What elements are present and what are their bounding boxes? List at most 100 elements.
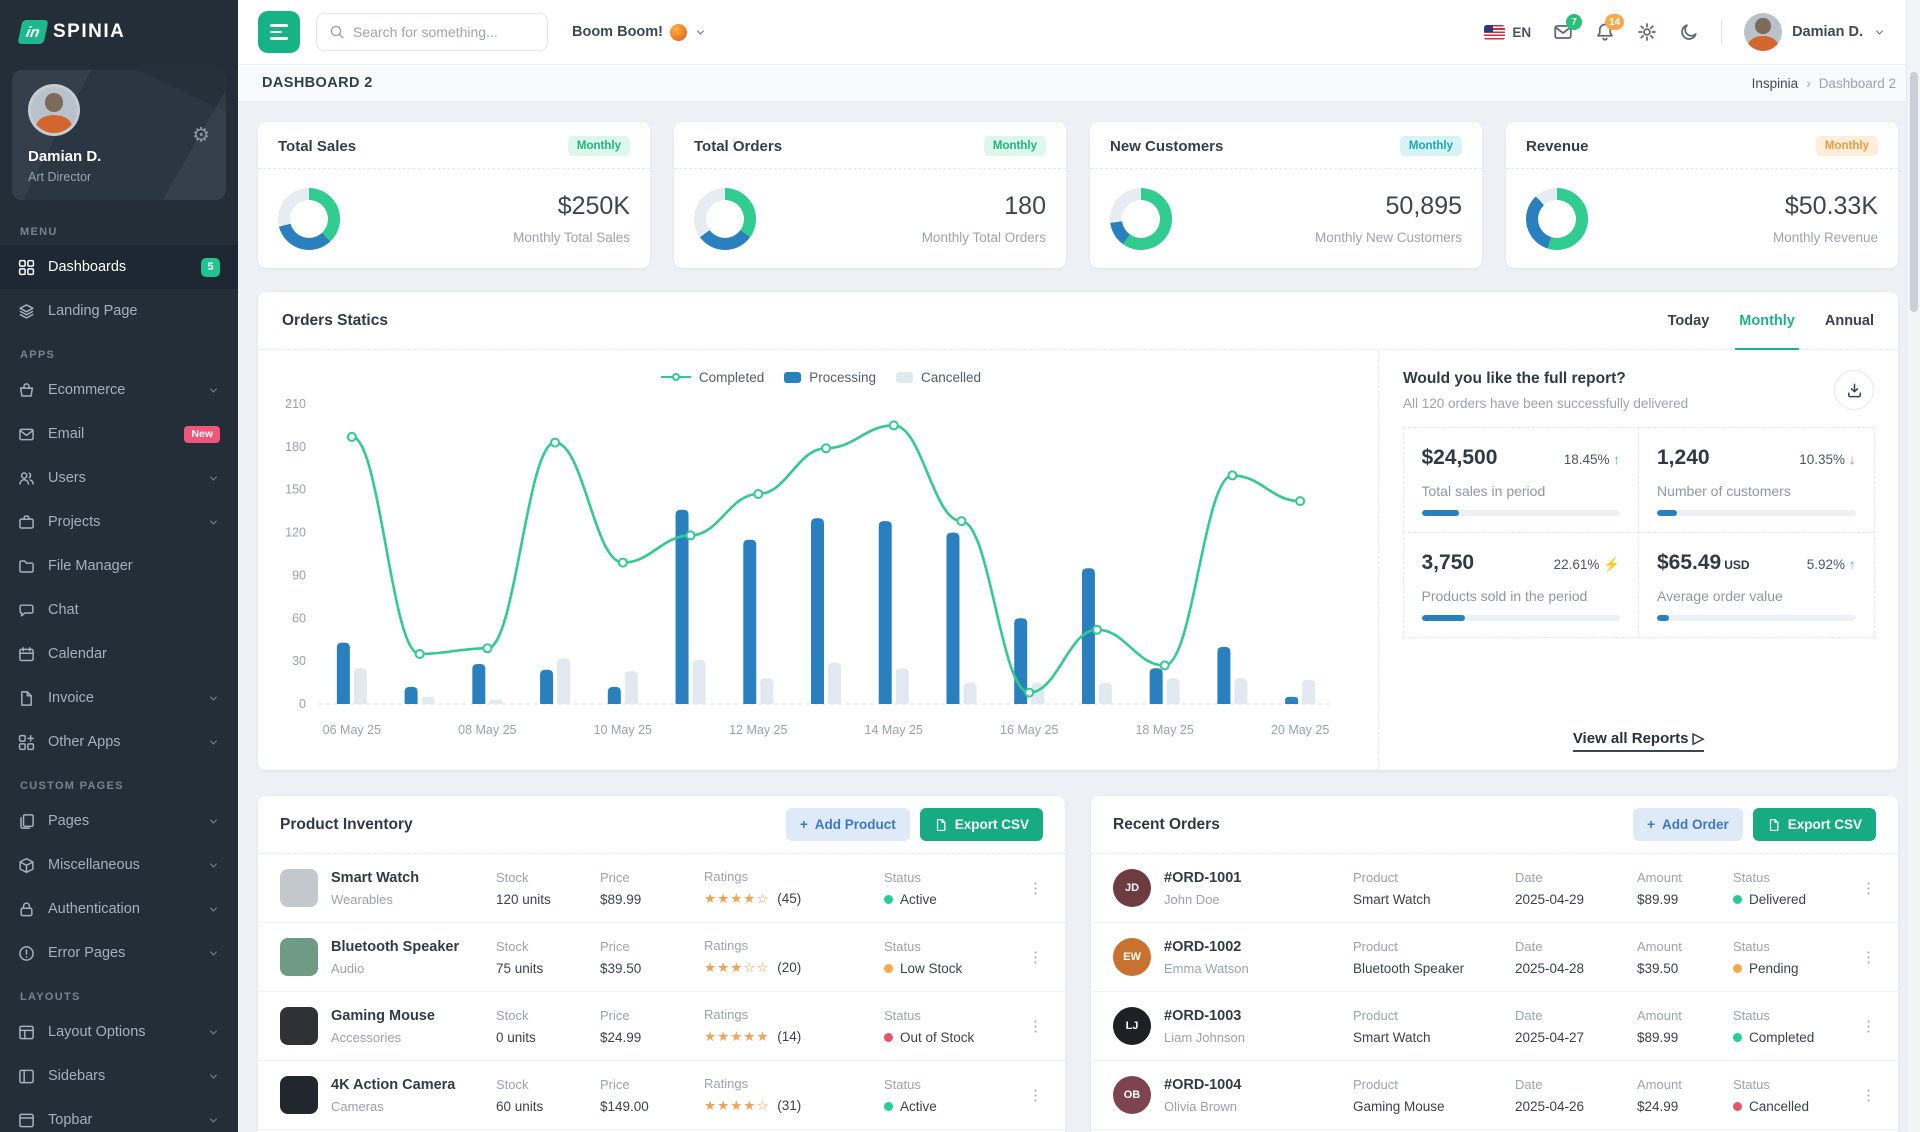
svg-text:180: 180 — [285, 440, 306, 454]
sidebar-item-calendar[interactable]: Calendar — [0, 632, 238, 676]
svg-text:150: 150 — [285, 483, 306, 497]
column-label: Product — [1353, 1076, 1398, 1092]
report-stat-value: 3,750 — [1421, 550, 1475, 574]
order-id: #ORD-1002 — [1164, 938, 1242, 955]
brand-logo[interactable]: in SPINIA — [0, 0, 238, 64]
scrollbar-thumb[interactable] — [1910, 72, 1918, 312]
column-label: Status — [884, 1076, 921, 1092]
language-switcher[interactable]: EN — [1484, 24, 1531, 40]
kebab-menu-icon[interactable]: ⋮ — [1028, 1087, 1043, 1104]
stat-card-subtitle: Monthly Total Sales — [513, 230, 630, 245]
svg-text:210: 210 — [285, 397, 306, 411]
page-title-bar: DASHBOARD 2 Inspinia › Dashboard 2 — [238, 64, 1920, 102]
messages-button[interactable]: 7 — [1553, 14, 1583, 42]
customer-name: Liam Johnson — [1164, 1029, 1245, 1045]
sidebar-item-projects[interactable]: Projects — [0, 500, 238, 544]
status-dot — [1733, 1032, 1742, 1042]
gear-icon[interactable]: ⚙ — [192, 124, 210, 147]
sidebar-item-landing-page[interactable]: Landing Page — [0, 289, 238, 333]
stat-card-body: $250K Monthly Total Sales — [258, 169, 650, 268]
sidebar-item-ecommerce[interactable]: Ecommerce — [0, 368, 238, 412]
add-order-button[interactable]: + Add Order — [1633, 808, 1743, 841]
progress-bar-fill — [1657, 509, 1677, 516]
sidebar-item-layout-options[interactable]: Layout Options — [0, 1010, 238, 1054]
sidebar-item-other-apps[interactable]: Other Apps — [0, 720, 238, 764]
sidebar-item-label: Dashboards — [48, 259, 127, 275]
user-menu[interactable]: Damian D. — [1744, 13, 1886, 51]
chat-icon — [18, 602, 35, 619]
export-csv-button[interactable]: Export CSV — [919, 808, 1043, 841]
stat-card-badge: Monthly — [1399, 136, 1462, 156]
sidebar-item-topbar[interactable]: Topbar — [0, 1098, 238, 1132]
notifications-button[interactable]: 14 — [1595, 14, 1625, 42]
kebab-menu-icon[interactable]: ⋮ — [1861, 1018, 1876, 1035]
order-info: #ORD-1003 Liam Johnson — [1164, 1008, 1245, 1045]
dark-mode-toggle[interactable] — [1679, 22, 1699, 42]
stock-value: 0 units — [496, 1029, 536, 1045]
sidebar-item-dashboards[interactable]: Dashboards 5 — [0, 245, 238, 289]
search-input[interactable] — [353, 24, 535, 40]
tab-monthly[interactable]: Monthly — [1735, 292, 1799, 350]
status-column: Status Cancelled — [1733, 1077, 1845, 1114]
kebab-menu-icon[interactable]: ⋮ — [1028, 949, 1043, 966]
order-info: #ORD-1004 Olivia Brown — [1164, 1077, 1241, 1114]
svg-text:0: 0 — [299, 697, 306, 711]
order-id: #ORD-1001 — [1164, 869, 1242, 886]
table-row: Smart Watch Wearables Stock 120 units Price $… — [258, 854, 1065, 923]
kebab-menu-icon[interactable]: ⋮ — [1028, 880, 1043, 897]
greeting[interactable]: Boom Boom! — [572, 23, 707, 41]
product-info: Smart Watch Wearables — [331, 870, 419, 907]
settings-button[interactable] — [1637, 22, 1657, 42]
breadcrumb-root[interactable]: Inspinia — [1751, 75, 1799, 91]
product-inventory-rows: Smart Watch Wearables Stock 120 units Price $… — [258, 854, 1065, 1130]
product-column: Product Smart Watch — [1353, 1008, 1503, 1045]
sidebar-item-sidebars[interactable]: Sidebars — [0, 1054, 238, 1098]
chevron-down-icon — [694, 26, 707, 39]
chevron-down-icon — [1873, 26, 1886, 39]
breadcrumb-separator: › — [1806, 75, 1811, 91]
top-bar: Boom Boom! EN 7 14 — [238, 0, 1920, 64]
kebab-menu-icon[interactable]: ⋮ — [1861, 949, 1876, 966]
gear-icon — [1637, 22, 1657, 42]
tab-today[interactable]: Today — [1667, 312, 1710, 329]
sidebar-item-pages[interactable]: Pages — [0, 799, 238, 843]
tab-annual[interactable]: Annual — [1824, 312, 1874, 329]
export-csv-button[interactable]: Export CSV — [1752, 808, 1876, 841]
product-info: 4K Action Camera Cameras — [331, 1077, 455, 1114]
report-stat-value: $24,500 — [1421, 445, 1498, 469]
chevron-down-icon — [207, 947, 220, 960]
customer-avatar: JD — [1113, 869, 1151, 907]
add-product-button[interactable]: + Add Product — [785, 808, 910, 841]
scrollbar[interactable] — [1906, 0, 1920, 1132]
download-report-button[interactable] — [1834, 370, 1874, 410]
rating-count: (31) — [773, 1098, 802, 1113]
recent-orders-card: Recent Orders + Add Order Export CSV JD #… — [1091, 796, 1898, 1132]
kebab-menu-icon[interactable]: ⋮ — [1861, 880, 1876, 897]
kebab-menu-icon[interactable]: ⋮ — [1028, 1018, 1043, 1035]
sidebar-item-email[interactable]: Email New — [0, 412, 238, 456]
progress-bar-fill — [1421, 509, 1460, 516]
sidebar-item-users[interactable]: Users — [0, 456, 238, 500]
svg-text:12 May 25: 12 May 25 — [729, 723, 787, 737]
calendar-icon — [18, 646, 35, 663]
order-product: Smart Watch — [1353, 891, 1431, 907]
sidebar-item-chat[interactable]: Chat — [0, 588, 238, 632]
topbarpanel-icon — [18, 1112, 35, 1129]
product-thumbnail — [280, 869, 318, 907]
kebab-menu-icon[interactable]: ⋮ — [1861, 1087, 1876, 1104]
sidebar-item-invoice[interactable]: Invoice — [0, 676, 238, 720]
sidebarpanel-icon — [18, 1068, 35, 1085]
customer-avatar: OB — [1113, 1076, 1151, 1114]
stat-card-value: 180 — [1004, 192, 1046, 220]
sidebar-item-authentication[interactable]: Authentication — [0, 887, 238, 931]
sidebar-item-error-pages[interactable]: Error Pages — [0, 931, 238, 975]
sidebar-item-label: Error Pages — [48, 945, 126, 961]
sidebar-item-label: Miscellaneous — [48, 857, 140, 873]
sidebar-item-miscellaneous[interactable]: Miscellaneous — [0, 843, 238, 887]
sidebar-item-file-manager[interactable]: File Manager — [0, 544, 238, 588]
view-all-reports-link[interactable]: View all Reports ▷ — [1572, 729, 1705, 752]
menu-toggle-button[interactable] — [258, 11, 300, 53]
product-column: Product Smart Watch — [1353, 870, 1503, 907]
column-label: Status — [1733, 869, 1770, 885]
customer-avatar: LJ — [1113, 1007, 1151, 1045]
